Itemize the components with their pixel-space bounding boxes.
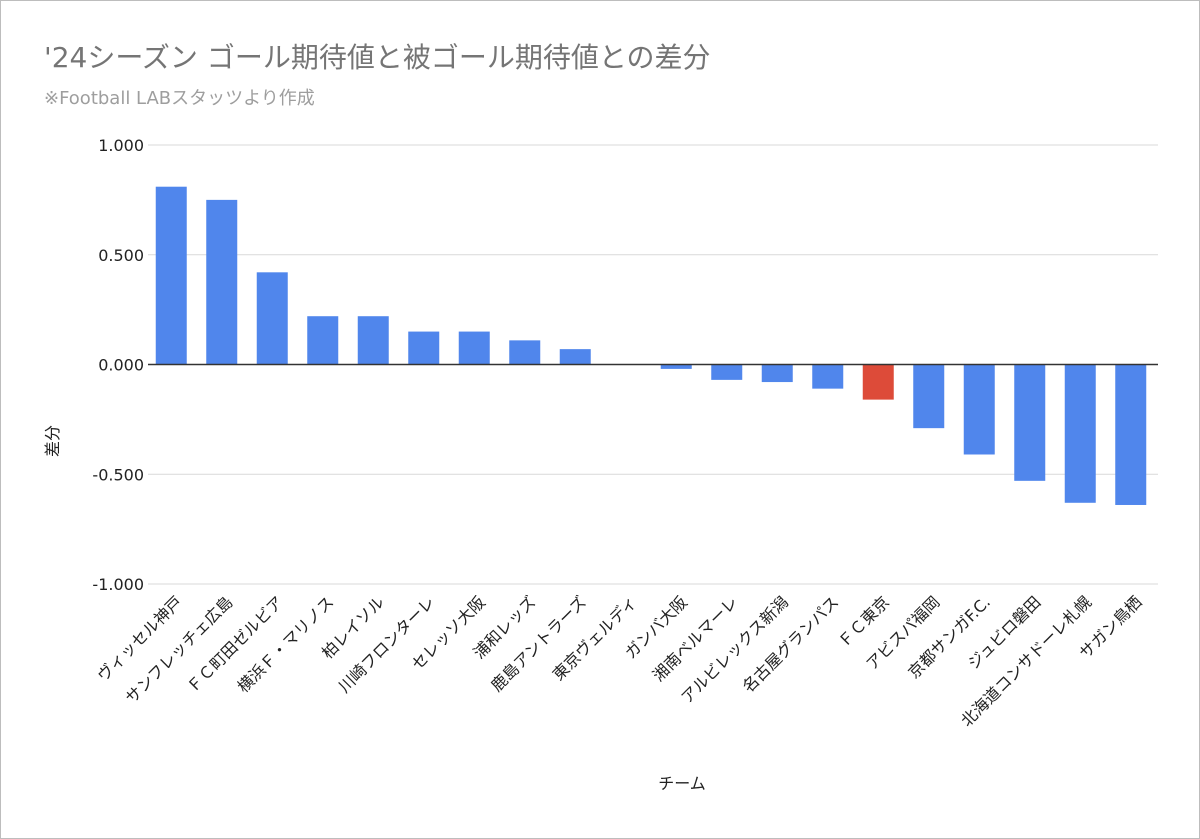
- bar: [913, 364, 945, 429]
- bar: [155, 186, 187, 365]
- bar: [408, 331, 440, 365]
- bar: [357, 316, 389, 365]
- bar: [307, 316, 339, 365]
- y-tick-label: -1.000: [92, 575, 144, 594]
- bar: [1064, 364, 1096, 503]
- bar: [660, 364, 692, 369]
- x-axis-title: チーム: [658, 774, 706, 793]
- x-axis-categories: ヴィッセル神戸サンフレッチェ広島ＦＣ町田ゼルビア横浜Ｆ・マリノス柏レイソル川崎フ…: [93, 592, 1145, 730]
- bar: [509, 340, 541, 365]
- bar: [963, 364, 995, 455]
- bar: [1014, 364, 1046, 481]
- bar: [812, 364, 844, 389]
- bar: [458, 331, 490, 365]
- y-tick-label: -0.500: [92, 465, 144, 484]
- bar: [761, 364, 793, 383]
- y-tick-label: 1.000: [98, 136, 144, 155]
- bar: [711, 364, 743, 380]
- bar: [206, 199, 238, 365]
- bar: [559, 349, 591, 365]
- chart-subtitle: ※Football LABスタッツより作成: [44, 88, 315, 109]
- y-tick-label: 0.500: [98, 246, 144, 265]
- y-axis-ticks: 1.000 0.500 0.000 -0.500 -1.000: [92, 136, 144, 594]
- bar: [256, 272, 288, 365]
- bars: [155, 186, 1147, 505]
- bar: [862, 364, 894, 400]
- x-category-label: ヴィッセル神戸: [93, 592, 186, 685]
- grid-lines: [148, 144, 1158, 585]
- y-axis-title: 差分: [43, 425, 62, 457]
- x-category-label: 名古屋グランパス: [739, 592, 843, 696]
- bar: [1115, 364, 1147, 505]
- y-tick-label: 0.000: [98, 356, 144, 375]
- chart-title: '24シーズン ゴール期待値と被ゴール期待値との差分: [44, 41, 711, 74]
